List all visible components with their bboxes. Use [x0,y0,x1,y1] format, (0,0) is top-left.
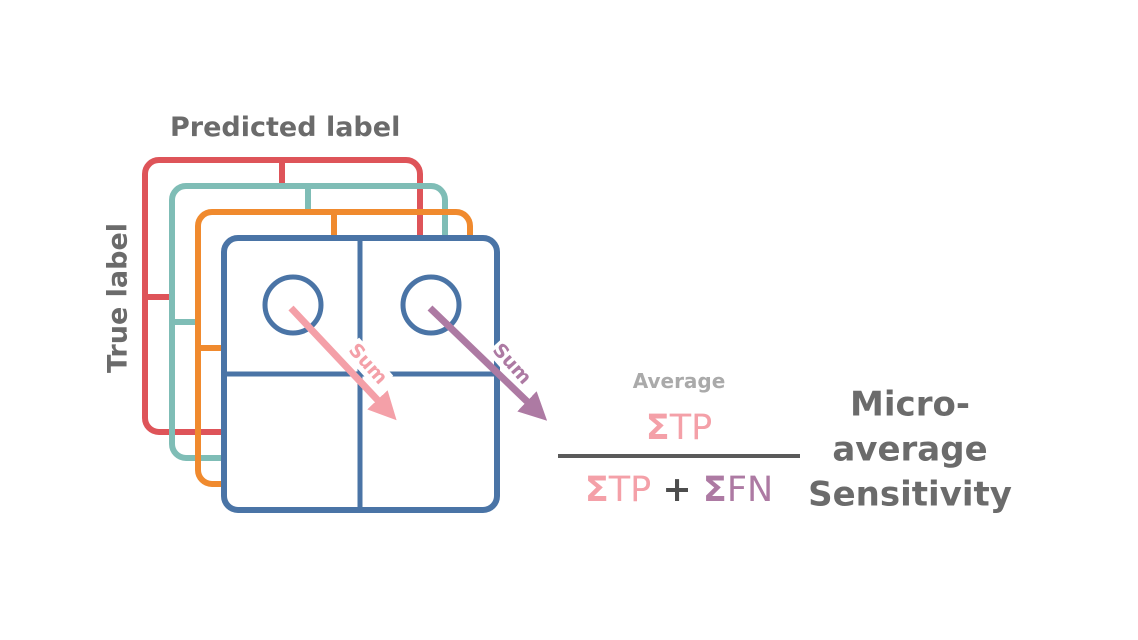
result-line-2: average [832,429,988,470]
result-line-1: Micro- [850,384,970,425]
tp-cell-circle [262,274,324,336]
sigma-symbol: Σ [702,470,727,510]
fn-term: FN [726,470,774,510]
result-line-3: Sensitivity [808,474,1012,515]
tp-term: TP [669,408,713,448]
fn-cell-circle [400,274,462,336]
fn-sum-arrow [427,305,548,421]
sigma-symbol: Σ [645,408,670,448]
tp-sum-arrow [288,305,397,421]
true-label-axis-title: True label [102,222,134,374]
average-label: Average [632,369,726,393]
plus-sign: + [662,470,692,510]
formula-numerator: ΣTP [646,408,712,448]
formula-denominator: ΣTP + ΣFN [585,470,773,510]
sigma-symbol: Σ [584,470,609,510]
result-title: Micro- average Sensitivity [808,383,1012,518]
confusion-matrix-blue [221,235,500,513]
predicted-label-axis-title: Predicted label [170,112,401,143]
fraction-bar [558,454,800,458]
tp-term: TP [608,470,652,510]
